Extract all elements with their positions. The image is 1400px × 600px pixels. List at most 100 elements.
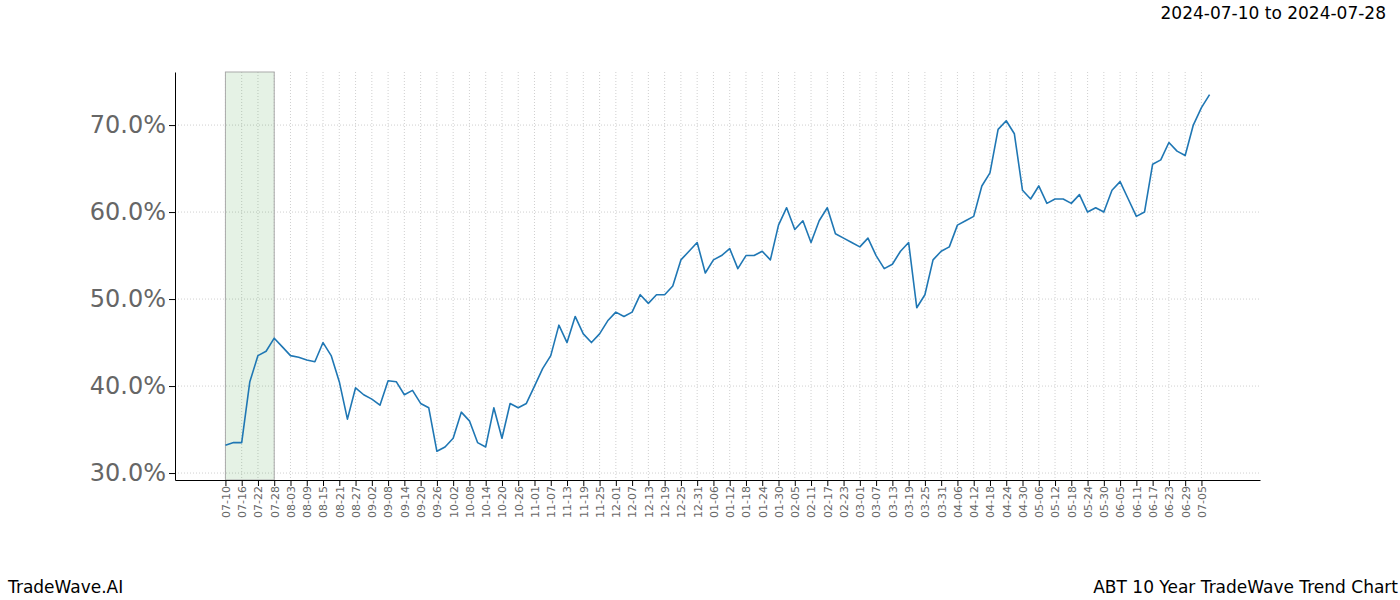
- x-tick-label: 01-30: [773, 486, 786, 518]
- x-tick-label: 02-23: [838, 486, 851, 518]
- y-tick: 70.0%: [90, 111, 175, 139]
- x-tick-mark: [453, 480, 454, 486]
- grid-line-x: [778, 72, 779, 480]
- y-tick-label: 60.0%: [90, 198, 166, 226]
- x-tick: 01-12: [724, 480, 737, 518]
- grid-line-x: [1071, 72, 1072, 480]
- x-tick-mark: [746, 480, 747, 486]
- x-tick: 04-18: [984, 480, 997, 518]
- y-tick: 30.0%: [90, 459, 175, 487]
- grid-line-x: [1087, 72, 1088, 480]
- grid-line-x: [957, 72, 958, 480]
- grid-line-x: [941, 72, 942, 480]
- plot-area: [225, 95, 1209, 452]
- x-tick: 08-27: [350, 480, 363, 518]
- x-tick-label: 07-16: [236, 486, 249, 518]
- grid-line-y: [175, 473, 1260, 474]
- x-tick: 01-18: [740, 480, 753, 518]
- x-tick-mark: [1120, 480, 1121, 486]
- grid-line-y: [175, 299, 1260, 300]
- x-tick-mark: [290, 480, 291, 486]
- grid-line-x: [632, 72, 633, 480]
- x-tick-label: 07-10: [220, 486, 233, 518]
- grid-line-x: [843, 72, 844, 480]
- source: TradeWave.AI: [7, 577, 123, 597]
- grid-line-x: [664, 72, 665, 480]
- x-tick-mark: [567, 480, 568, 486]
- x-tick-mark: [502, 480, 503, 486]
- x-tick: 03-31: [936, 480, 949, 518]
- x-tick-label: 01-12: [724, 486, 737, 518]
- grid-line-x: [615, 72, 616, 480]
- x-tick: 03-13: [887, 480, 900, 518]
- x-tick-label: 12-31: [692, 486, 705, 518]
- x-axis-line: [176, 480, 1261, 481]
- x-tick-label: 04-12: [968, 486, 981, 518]
- x-tick-label: 05-06: [1033, 486, 1046, 518]
- x-tick-label: 08-03: [285, 486, 298, 518]
- x-tick-mark: [534, 480, 535, 486]
- x-tick-label: 08-27: [350, 486, 363, 518]
- x-tick: 11-07: [545, 480, 558, 518]
- x-tick-label: 01-06: [708, 486, 721, 518]
- grid: [175, 72, 1260, 480]
- grid-line-x: [811, 72, 812, 480]
- x-tick-mark: [860, 480, 861, 486]
- grid-line-x: [355, 72, 356, 480]
- x-tick-mark: [925, 480, 926, 486]
- x-tick-label: 07-22: [252, 486, 265, 518]
- x-tick-mark: [779, 480, 780, 486]
- x-tick-mark: [876, 480, 877, 486]
- x-tick-mark: [388, 480, 389, 486]
- x-tick-label: 05-12: [1049, 486, 1062, 518]
- x-tick: 10-20: [496, 480, 509, 518]
- grid-line-x: [697, 72, 698, 480]
- grid-line-x: [534, 72, 535, 480]
- x-tick-mark: [1153, 480, 1154, 486]
- x-tick-label: 12-13: [643, 486, 656, 518]
- grid-line-x: [1022, 72, 1023, 480]
- x-tick-mark: [762, 480, 763, 486]
- x-tick: 12-01: [610, 480, 623, 518]
- x-tick-label: 07-28: [269, 486, 282, 518]
- grid-line-x: [1168, 72, 1169, 480]
- x-tick-label: 05-24: [1082, 486, 1095, 518]
- x-tick: 06-23: [1163, 480, 1176, 518]
- x-tick-label: 08-15: [317, 486, 330, 518]
- x-tick-label: 03-25: [919, 486, 932, 518]
- grid-line-x: [892, 72, 893, 480]
- y-tick-label: 30.0%: [90, 459, 166, 487]
- grid-line-x: [550, 72, 551, 480]
- x-tick: 10-26: [513, 480, 526, 518]
- x-tick: 03-07: [870, 480, 883, 518]
- x-tick-mark: [697, 480, 698, 486]
- x-tick-mark: [274, 480, 275, 486]
- grid-line-y: [175, 212, 1260, 213]
- grid-line-x: [1103, 72, 1104, 480]
- grid-line-x: [436, 72, 437, 480]
- grid-line-x: [1006, 72, 1007, 480]
- grid-line-x: [680, 72, 681, 480]
- x-tick-label: 10-26: [513, 486, 526, 518]
- x-tick: 09-14: [399, 480, 412, 518]
- x-tick: 12-13: [643, 480, 656, 518]
- y-axis-line: [175, 73, 176, 481]
- grid-line-x: [501, 72, 502, 480]
- x-tick: 04-30: [1017, 480, 1030, 518]
- x-tick-label: 10-20: [496, 486, 509, 518]
- y-tick: 40.0%: [90, 372, 175, 400]
- x-tick-label: 06-23: [1163, 486, 1176, 518]
- x-tick-mark: [681, 480, 682, 486]
- x-tick-label: 09-26: [431, 486, 444, 518]
- x-tick-mark: [1039, 480, 1040, 486]
- y-tick: 60.0%: [90, 198, 175, 226]
- grid-line-x: [859, 72, 860, 480]
- x-tick-mark: [1185, 480, 1186, 486]
- x-tick-label: 01-24: [757, 486, 770, 518]
- x-tick: 11-13: [561, 480, 574, 518]
- y-tick-mark: [169, 125, 175, 126]
- grid-line-x: [371, 72, 372, 480]
- y-tick-mark: [169, 386, 175, 387]
- x-tick-label: 07-05: [1196, 486, 1209, 518]
- x-tick-label: 06-29: [1180, 486, 1193, 518]
